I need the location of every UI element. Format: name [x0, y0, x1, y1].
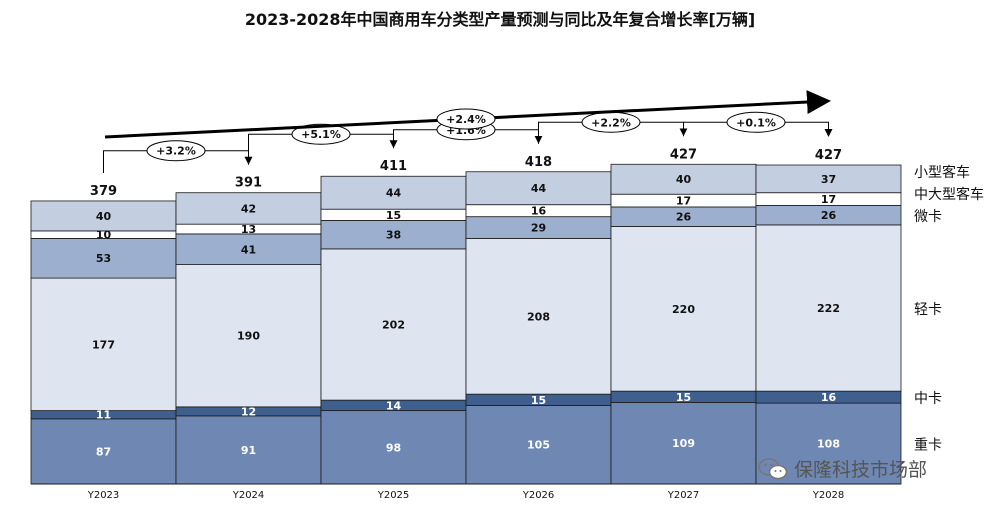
data-label-s5-y2025: 44 — [386, 187, 402, 200]
growth-label-4: +2.2% — [591, 116, 631, 129]
data-label-s1-y2027: 15 — [676, 391, 691, 404]
legend-item-1: 中卡 — [914, 391, 942, 407]
x-tick-label-y2024: Y2024 — [232, 490, 265, 501]
bars-layer — [30, 163, 902, 485]
data-label-s4-y2023: 10 — [96, 229, 112, 242]
total-label-y2023: 379 — [90, 184, 117, 199]
data-label-s0-y2023: 87 — [96, 445, 111, 458]
total-label-y2024: 391 — [235, 176, 262, 191]
data-label-s0-y2026: 105 — [527, 439, 550, 452]
labels-layer: 87 11 177 53 10 40 379 91 12 190 41 13 42 391 98 14 202 3… — [90, 147, 842, 458]
data-label-s2-y2027: 220 — [672, 303, 695, 316]
growth-label-1: +3.2% — [156, 145, 196, 158]
growth-bubble-5 — [726, 111, 786, 133]
data-label-s5-y2027: 40 — [676, 173, 692, 186]
data-label-s4-y2026: 16 — [531, 205, 547, 218]
bar-segment-s5-y2026 — [465, 171, 612, 206]
bar-segment-s0-y2023 — [30, 418, 177, 485]
x-tick-label-y2028: Y2028 — [812, 490, 845, 501]
bar-segment-s5-y2025 — [320, 175, 467, 210]
data-label-s1-y2026: 15 — [531, 394, 546, 407]
total-label-y2025: 411 — [380, 159, 407, 174]
data-label-s0-y2027: 109 — [672, 437, 695, 450]
data-label-s3-y2024: 41 — [241, 243, 256, 256]
data-label-s5-y2026: 44 — [531, 182, 547, 195]
bar-segment-s2-y2027 — [610, 226, 757, 392]
data-label-s2-y2024: 190 — [237, 330, 260, 343]
bar-segment-s0-y2027 — [610, 401, 757, 485]
data-label-s3-y2026: 29 — [531, 222, 546, 235]
data-label-s3-y2023: 53 — [96, 252, 111, 265]
total-label-y2027: 427 — [670, 147, 697, 162]
data-label-s4-y2025: 15 — [386, 209, 401, 222]
bar-segment-s5-y2024 — [175, 192, 322, 225]
growth-bubble-2 — [291, 123, 351, 145]
data-label-s3-y2025: 38 — [386, 229, 401, 242]
data-label-s2-y2023: 177 — [92, 338, 115, 351]
chart-title: 2023-2028年中国商用车分类型产量预测与同比及年复合增长率[万辆] — [244, 10, 756, 29]
data-label-s3-y2027: 26 — [676, 211, 692, 224]
legend-item-2: 轻卡 — [914, 302, 942, 318]
growth-label-5: +0.1% — [736, 116, 776, 129]
bar-segment-s2-y2025 — [320, 248, 467, 401]
total-label-y2026: 418 — [525, 155, 552, 170]
bar-segment-s3-y2024 — [175, 233, 322, 266]
data-label-s2-y2025: 202 — [382, 319, 405, 332]
legend-layer: 重卡 中卡 轻卡 微卡 中大型客车 小型客车 — [914, 164, 984, 453]
x-tick-label-y2023: Y2023 — [87, 490, 120, 501]
data-label-s0-y2025: 98 — [386, 441, 401, 454]
x-tick-label-y2027: Y2027 — [667, 490, 700, 501]
growth-bubble-1 — [146, 140, 206, 162]
legend-item-0: 重卡 — [914, 438, 942, 454]
legend-item-5: 小型客车 — [914, 164, 970, 181]
bar-segment-s5-y2028 — [755, 164, 902, 194]
growth-label-2: +5.1% — [301, 128, 341, 141]
bar-segment-s2-y2026 — [465, 237, 612, 395]
data-label-s0-y2028: 108 — [817, 438, 840, 451]
x-axis: Y2023 Y2024 Y2025 Y2026 Y2027 Y2028 — [31, 483, 901, 501]
bar-segment-s3-y2025 — [320, 220, 467, 250]
bar-segment-s5-y2023 — [30, 200, 177, 232]
data-label-s3-y2028: 26 — [821, 209, 837, 222]
data-label-s0-y2024: 91 — [241, 444, 256, 457]
cagr-label: +2.4% — [446, 113, 486, 126]
watermark-text: 保隆科技市场部 — [794, 459, 928, 481]
data-label-s1-y2025: 14 — [386, 399, 402, 412]
data-label-s4-y2027: 17 — [676, 195, 691, 208]
x-tick-label-y2026: Y2026 — [522, 490, 555, 501]
legend-item-4: 中大型客车 — [914, 186, 984, 203]
bar-segment-s2-y2023 — [30, 277, 177, 412]
data-label-s5-y2024: 42 — [241, 202, 256, 215]
data-label-s2-y2026: 208 — [527, 310, 550, 323]
data-label-s1-y2024: 12 — [241, 405, 256, 418]
wechat-icon — [758, 457, 788, 479]
watermark: 保隆科技市场部 — [758, 455, 927, 482]
data-label-s5-y2023: 40 — [96, 210, 112, 223]
bar-segment-s5-y2027 — [610, 163, 757, 195]
x-tick-label-y2025: Y2025 — [377, 490, 410, 501]
cagr-bubble — [436, 108, 496, 130]
data-label-s1-y2028: 16 — [821, 391, 837, 404]
legend-item-3: 微卡 — [914, 209, 942, 225]
data-label-s1-y2023: 11 — [96, 409, 111, 422]
data-label-s2-y2028: 222 — [817, 302, 840, 315]
data-label-s4-y2028: 17 — [821, 193, 836, 206]
data-label-s5-y2028: 37 — [821, 173, 836, 186]
data-label-s4-y2024: 13 — [241, 223, 256, 236]
total-label-y2028: 427 — [815, 148, 842, 163]
bar-segment-s0-y2026 — [465, 404, 612, 485]
annotations-layer: +3.2%+5.1% +1.6%+2.2% +0.1%+2.4% — [103, 90, 833, 173]
bar-segment-s2-y2028 — [755, 224, 902, 392]
